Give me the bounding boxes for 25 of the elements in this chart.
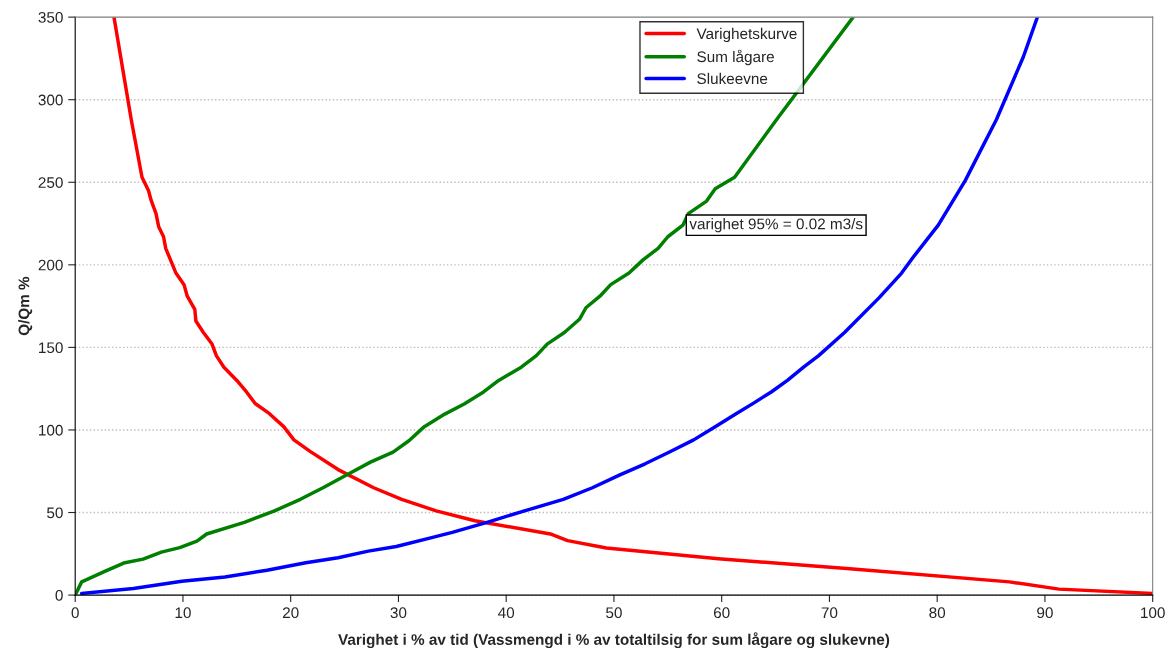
annotation: varighet 95% = 0.02 m3/s [689,218,863,233]
y-tick-label: 100 [39,424,63,436]
x-tick-label: 80 [929,607,946,619]
x-tick-label: 20 [282,607,299,619]
x-tick-label: 0 [71,607,79,619]
x-tick-label: 60 [713,607,730,619]
y-tick-label: 300 [38,94,63,106]
x-tick-label: 90 [1037,607,1053,619]
y-axis-title: Q/Qm % [18,276,33,336]
x-tick-label: 40 [498,607,515,619]
y-tick-label: 350 [38,12,63,23]
x-tick-label: 50 [606,607,622,619]
legend-label: Varighetskurve [696,27,797,43]
x-tick-label: 70 [821,607,838,619]
y-tick-label: 50 [47,507,63,519]
legend-label: Sum lågare [697,49,774,66]
y-tick-label: 0 [55,589,63,601]
x-tick-label: 30 [390,607,407,619]
x-axis-title: Varighet i % av tid (Vassmengd i % av totaltilsig for sum lågare og slukevne) [338,632,890,649]
x-tick-label: 10 [175,607,191,619]
y-tick-label: 250 [38,177,63,188]
y-tick-label: 200 [38,259,63,271]
legend-label: Slukeevne [697,72,768,85]
y-tick-label: 150 [39,342,63,354]
x-tick-label: 100 [1141,607,1165,619]
